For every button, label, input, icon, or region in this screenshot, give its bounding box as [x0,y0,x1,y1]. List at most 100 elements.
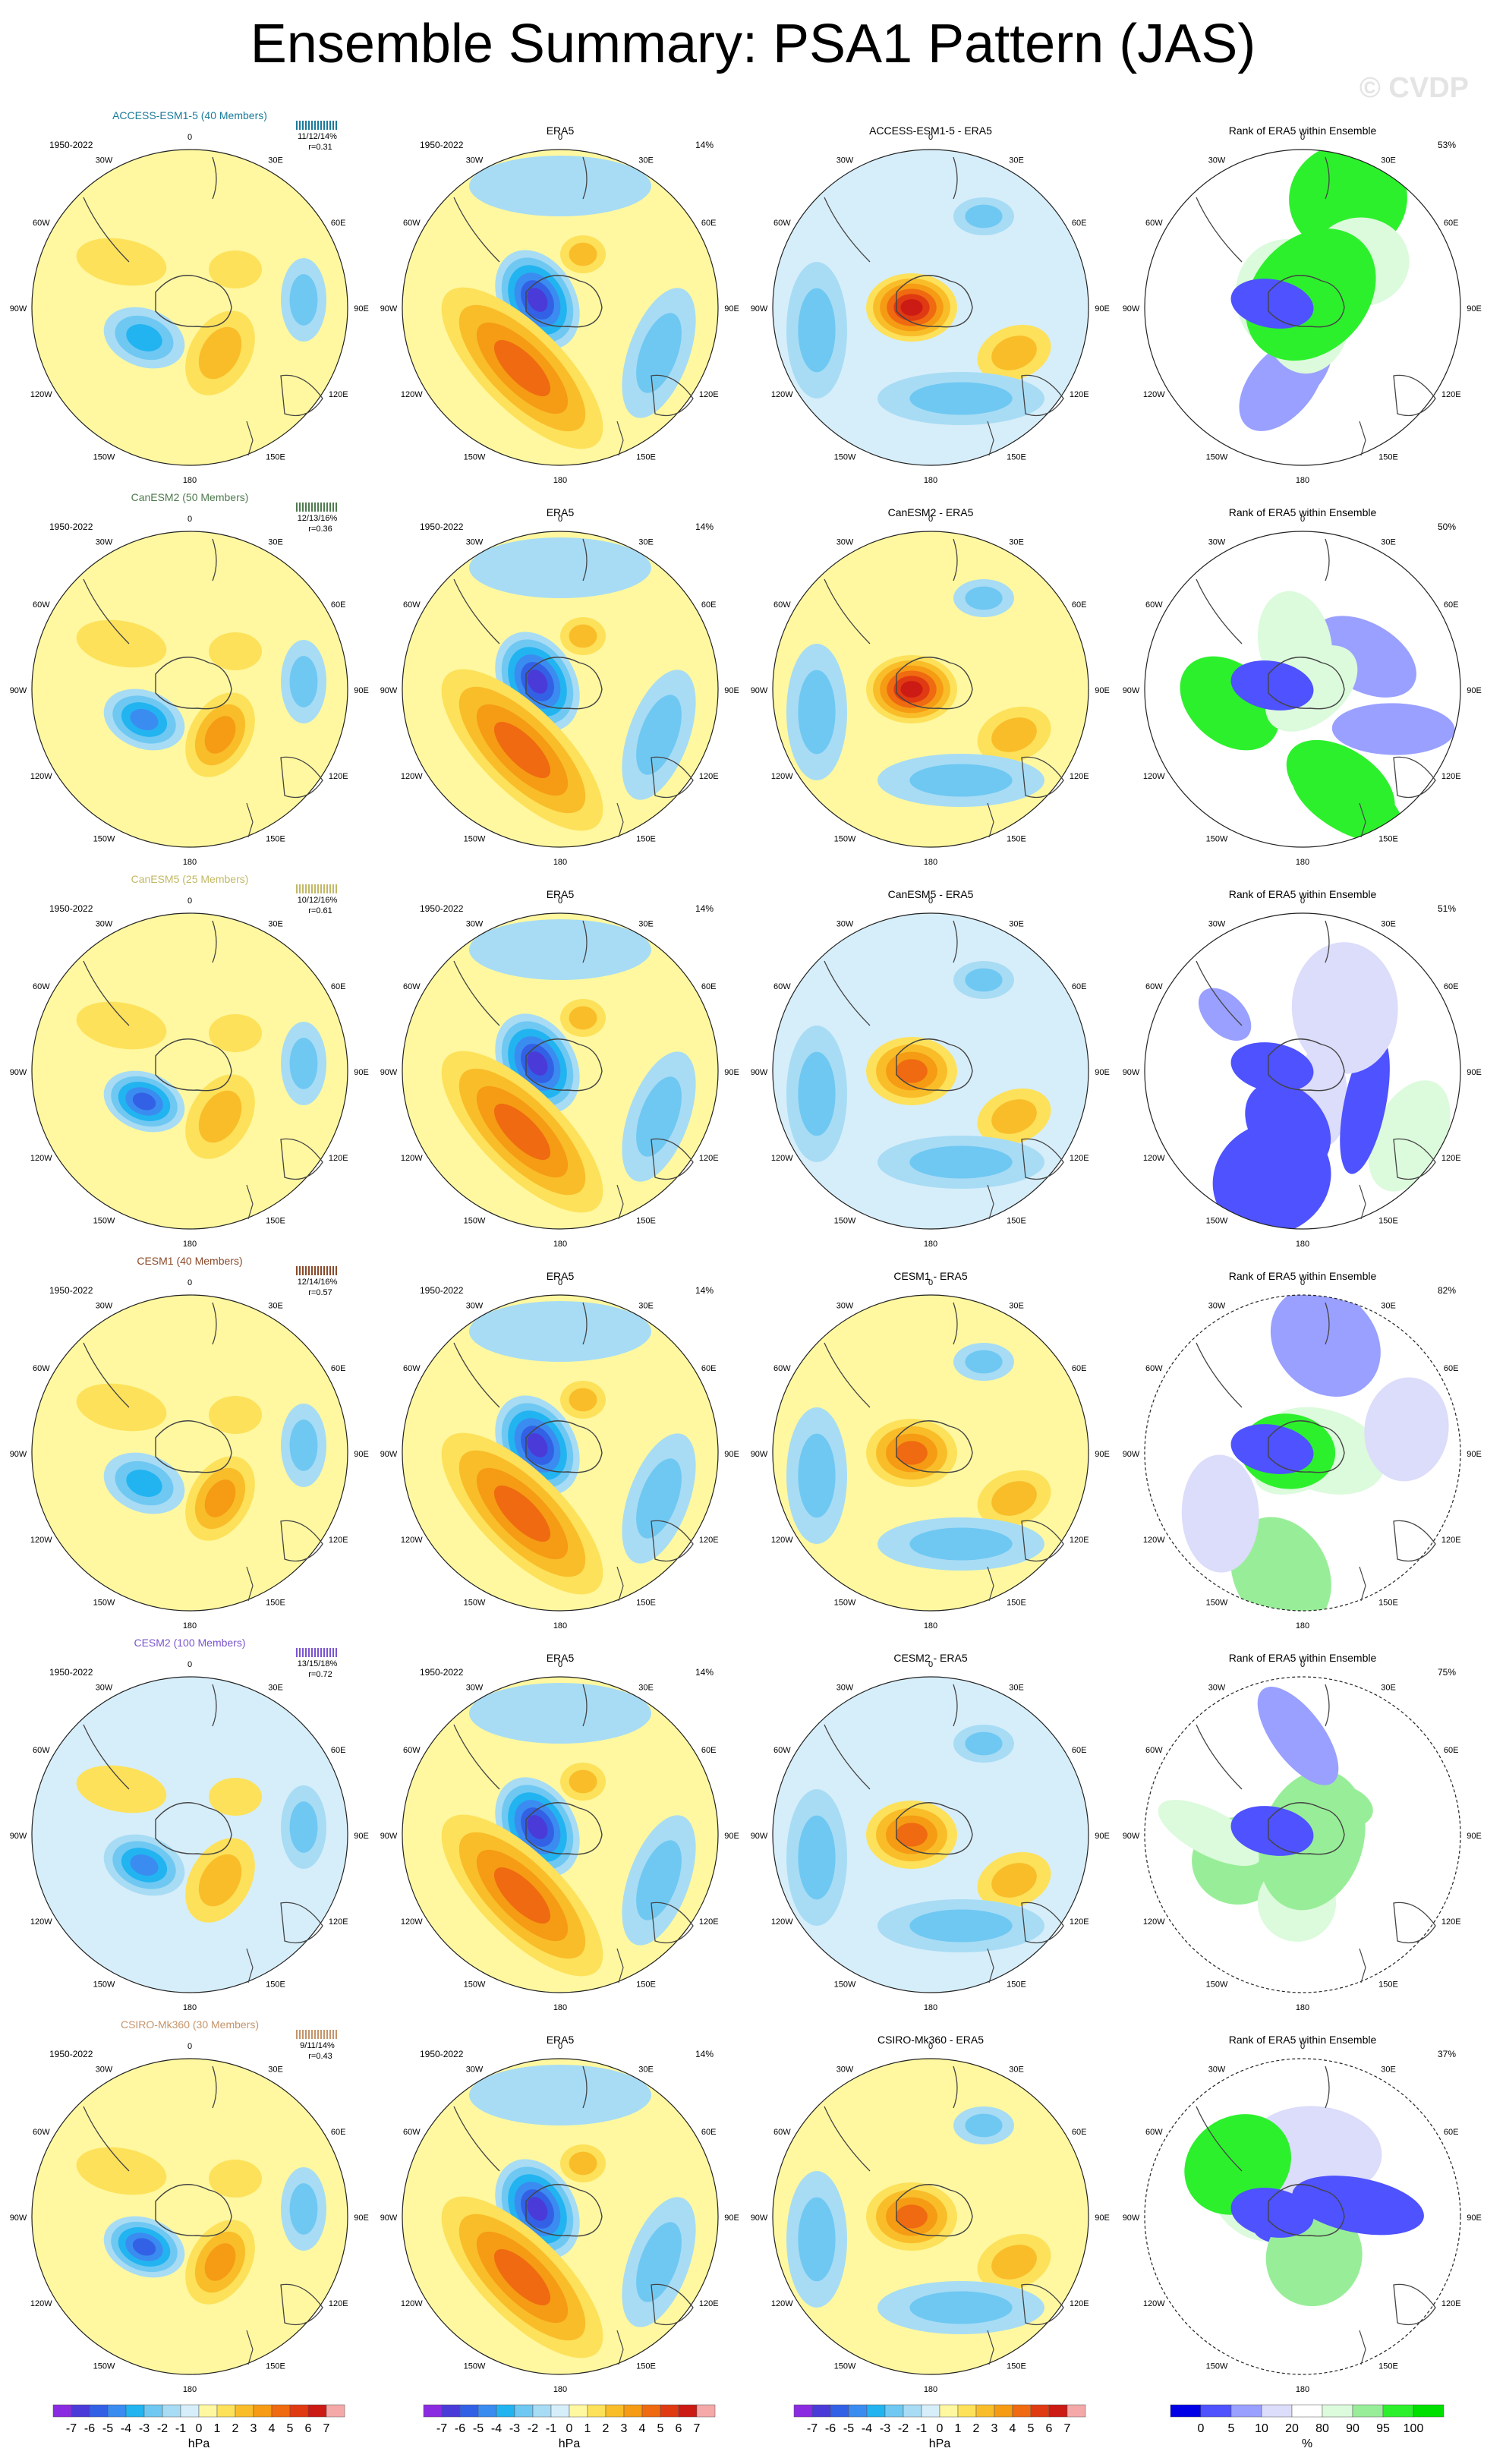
spread-tick [336,884,337,893]
field-layer [76,2147,326,2305]
rank-region [1198,988,1252,1041]
longitude-label: 120W [30,772,52,781]
hpa-colorbar: -7 -6 -5 -4 -3 -2 -1 0 1 2 3 4 5 6 7 hPa [52,2404,345,2450]
rank-title: Rank of ERA5 within Ensemble [1229,1270,1377,1282]
spread-tick [326,503,328,512]
spread-tick [326,2030,328,2039]
colorbar-swatch [975,2404,995,2418]
longitude-label: 30W [836,1683,854,1692]
colorbar-tick-label: 5 [1228,2422,1235,2435]
new-zealand-coastline [616,802,624,838]
period-label: 1950-2022 [49,140,93,150]
longitude-label: 30W [1208,156,1226,165]
longitude-label: 30E [268,1301,283,1310]
longitude-label: 120W [771,1154,793,1163]
longitude-label: 120W [771,2299,793,2308]
obs-title: ERA5 [547,2034,575,2046]
spread-tick [320,2030,322,2039]
rank-region [1291,761,1404,843]
rank-pct-label: 82% [1438,1285,1456,1296]
longitude-label: 150W [1206,1980,1228,1990]
colorbar-tick-label: 1 [584,2422,591,2435]
longitude-label: 90E [1095,304,1110,314]
colorbar-tick-label: 10 [1255,2422,1268,2435]
diff-title: ACCESS-ESM1-5 - ERA5 [869,124,992,137]
colorbar-tick-label: 5 [287,2422,294,2435]
spread-tick [320,503,322,512]
rank-title: Rank of ERA5 within Ensemble [1229,2034,1377,2046]
longitude-label: 180 [553,1240,567,1249]
rank-title: Rank of ERA5 within Ensemble [1229,888,1377,900]
field-layer [786,579,1051,807]
longitude-label: 120W [401,1917,423,1927]
longitude-label: 150E [266,1217,285,1226]
longitude-label: 60E [1444,600,1459,610]
rank-colorbar: 0 5 10 20 80 90 95 100% [1170,2404,1445,2450]
spread-tick [299,2030,301,2039]
contour-level [132,1092,156,1111]
longitude-label: 120E [1441,390,1461,399]
longitude-label: 30E [638,2065,654,2074]
contour-level [209,250,262,288]
colorbar-tick-label: -5 [102,2422,113,2435]
longitude-label: 0 [187,133,192,142]
longitude-label: 0 [1300,1278,1305,1287]
australia-coastline [651,1902,694,1944]
longitude-label: 30E [1009,1683,1024,1692]
contour-level [569,1769,597,1794]
colorbar-tick-label: 6 [305,2422,312,2435]
longitude-label: 180 [183,1621,197,1631]
colorbar-swatch [1261,2404,1293,2418]
field-layer [786,2106,1051,2334]
colorbar-swatch [903,2404,922,2418]
spread-tick [308,2030,310,2039]
longitude-label: 30E [638,1683,654,1692]
rank-layer [1198,942,1451,1229]
longitude-label: 60W [403,1746,421,1755]
row-canesm2: 0 30E 60E 90E 120E 150E 180 150W 120W 90W 60W 30W Ca… [10,491,1482,867]
rank-layer [1181,1295,1449,1611]
longitude-label: 30E [1381,1301,1396,1310]
longitude-label: 30W [1208,1301,1226,1310]
longitude-label: 150E [636,1217,656,1226]
contour-level [909,1145,1013,1179]
south-america-coastline [1196,1342,1243,1408]
longitude-label: 180 [1296,476,1309,485]
antarctica-coastline [1268,2184,1345,2237]
longitude-label: 0 [187,1660,192,1669]
longitude-label: 60W [773,600,791,610]
australia-coastline [1393,1902,1436,1944]
hpa-colorbar: -7 -6 -5 -4 -3 -2 -1 0 1 2 3 4 5 6 7 hPa [423,2404,716,2450]
colorbar-swatch [1170,2404,1202,2418]
spread-tick [332,503,334,512]
new-zealand-coastline [987,421,994,456]
australia-coastline [280,756,323,799]
map-border [1144,2058,1461,2375]
rank-region [1230,1806,1314,1856]
spread-tick [329,1648,331,1657]
longitude-label: 90W [751,1068,768,1077]
south-america-coastline [83,578,130,644]
colorbar-tick-label: -3 [509,2422,520,2435]
correlation-label: r=0.31 [308,143,332,152]
africa-coastline [582,1684,588,1727]
contour-level [76,1001,167,1050]
field-layer [441,919,696,1213]
colorbar-swatch [143,2404,163,2418]
colorbar-tick-label: 3 [991,2422,998,2435]
longitude-label: 120W [30,1917,52,1927]
rank-pct-label: 37% [1438,2049,1456,2059]
spread-tick [299,884,301,893]
colorbar-tick-label: -1 [546,2422,556,2435]
longitude-label: 0 [1300,2042,1305,2051]
obs-pct-label: 14% [695,903,714,914]
longitude-label: 120E [329,2299,348,2308]
longitude-label: 30W [96,156,113,165]
longitude-label: 30E [1381,919,1396,928]
spread-tick [329,503,331,512]
longitude-label: 60E [331,2128,346,2137]
contour-level [209,632,262,670]
colorbar-swatch [623,2404,643,2418]
australia-coastline [1393,1520,1436,1562]
